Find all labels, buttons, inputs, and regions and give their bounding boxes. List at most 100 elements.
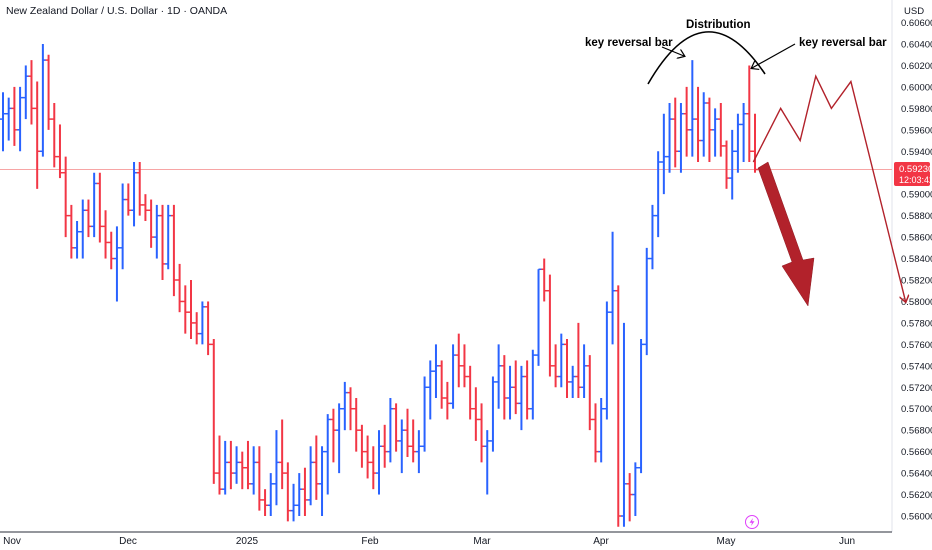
ohlc-bar [233, 446, 240, 484]
price-axis[interactable]: USD 0.56000 0.56200 0.56400 0.56600 0.56800 0… [891, 0, 932, 532]
ohlc-bar [239, 451, 246, 490]
ohlc-bar [620, 322, 627, 527]
price-badge-bg [894, 162, 930, 186]
ohlc-bar [421, 376, 428, 452]
ohlc-bar [638, 339, 645, 474]
price-tick-label: 0.59400 [901, 147, 932, 158]
ohlc-bar [489, 376, 496, 452]
price-tick-label: 0.59000 [901, 190, 932, 201]
price-tick-label: 0.57800 [901, 318, 932, 329]
time-tick-label: Feb [361, 536, 379, 547]
ohlc-bar [85, 199, 92, 238]
price-tick-label: 0.60200 [901, 61, 932, 72]
time-tick-label: Apr [593, 536, 609, 547]
ohlc-bar [672, 97, 679, 168]
ohlc-bar [131, 162, 138, 227]
price-tick-label: 0.58600 [901, 233, 932, 244]
price-badge-value: 0.59230 [899, 164, 932, 175]
ohlc-bar [603, 301, 610, 420]
ohlc-bar [643, 247, 650, 356]
ohlc-bar [341, 381, 348, 431]
lightning-icon-bolt [749, 518, 755, 526]
ohlc-bar [165, 204, 172, 270]
ohlc-bar [444, 381, 451, 420]
lightning-icon[interactable] [745, 515, 759, 529]
ohlc-bar [478, 403, 485, 463]
ohlc-bar [393, 403, 400, 452]
ohlc-bar [467, 365, 474, 420]
ohlc-bar [216, 435, 223, 495]
ohlc-bar [706, 97, 713, 162]
ohlc-bar [461, 344, 468, 388]
ohlc-bar [0, 92, 6, 152]
ohlc-bar [660, 113, 667, 195]
ohlc-bar [387, 398, 394, 463]
ohlc-bar [301, 467, 308, 516]
ohlc-bar [267, 473, 274, 516]
ohlc-bar [51, 103, 58, 168]
price-tick-label: 0.56400 [901, 469, 932, 480]
price-tick-label: 0.56000 [901, 512, 932, 523]
ohlc-bar [210, 339, 217, 484]
ohlc-bar [153, 204, 160, 259]
ohlc-bar [68, 204, 75, 259]
price-tick-label: 0.58400 [901, 254, 932, 265]
ohlc-bar [592, 403, 599, 463]
ohlc-bar [398, 419, 405, 474]
ohlc-bar [136, 162, 143, 216]
ohlc-bar [472, 387, 479, 441]
ohlc-bar [290, 483, 297, 522]
price-tick-label: 0.58800 [901, 211, 932, 222]
ohlc-bar [39, 44, 46, 157]
ohlc-bar [541, 258, 548, 302]
ohlc-bar [262, 489, 269, 516]
ohlc-bar [188, 280, 194, 339]
ohlc-bar [695, 86, 702, 162]
ohlc-bar [381, 424, 388, 468]
ohlc-bar [11, 86, 18, 146]
key-reversal-pointer-left [661, 46, 684, 56]
plot-area[interactable] [0, 0, 892, 532]
ohlc-bar [353, 398, 360, 452]
ohlc-bar [586, 355, 593, 431]
ohlc-bar [507, 365, 514, 420]
ohlc-bar [56, 124, 63, 179]
time-axis[interactable]: Nov Dec 2025 Feb Mar Apr May Jun [0, 531, 892, 547]
time-tick-label: May [717, 536, 736, 547]
ohlc-bar [524, 360, 531, 420]
price-tick-label: 0.60000 [901, 82, 932, 93]
ohlc-bar [324, 414, 331, 495]
ohlc-bar [552, 344, 559, 388]
time-tick-label: Jun [839, 536, 855, 547]
ohlc-bar [700, 92, 707, 157]
ohlc-bar [96, 172, 103, 243]
ohlc-bar [319, 446, 326, 516]
price-tick-label: 0.58000 [901, 297, 932, 308]
symbol-title: New Zealand Dollar / U.S. Dollar · 1D · … [6, 5, 227, 17]
ohlc-bar [148, 199, 155, 248]
price-badge-countdown: 12:03:42 [899, 175, 932, 185]
ohlc-bar [159, 204, 166, 280]
ohlc-bar [518, 365, 525, 431]
ohlc-bar [370, 446, 377, 490]
ohlc-bar [250, 446, 257, 495]
ohlc-bar [244, 440, 251, 490]
price-axis-currency: USD [904, 6, 924, 17]
ohlc-bar [535, 268, 542, 366]
ohlc-bar [410, 419, 417, 463]
ohlc-bar [142, 194, 149, 221]
ohlc-bar [182, 285, 189, 334]
ohlc-bar [34, 81, 41, 189]
ohlc-bar [752, 113, 758, 173]
price-tick-label: 0.56200 [901, 490, 932, 501]
ohlc-bar [575, 322, 582, 398]
ohlc-bar [501, 355, 508, 420]
price-tick-label: 0.59600 [901, 125, 932, 136]
distribution-arc [647, 31, 766, 85]
ohlc-bar [17, 86, 24, 152]
ohlc-bar [626, 473, 633, 522]
ohlc-bar [358, 424, 365, 468]
ohlc-bar [404, 408, 411, 457]
ohlc-bar [529, 349, 536, 420]
